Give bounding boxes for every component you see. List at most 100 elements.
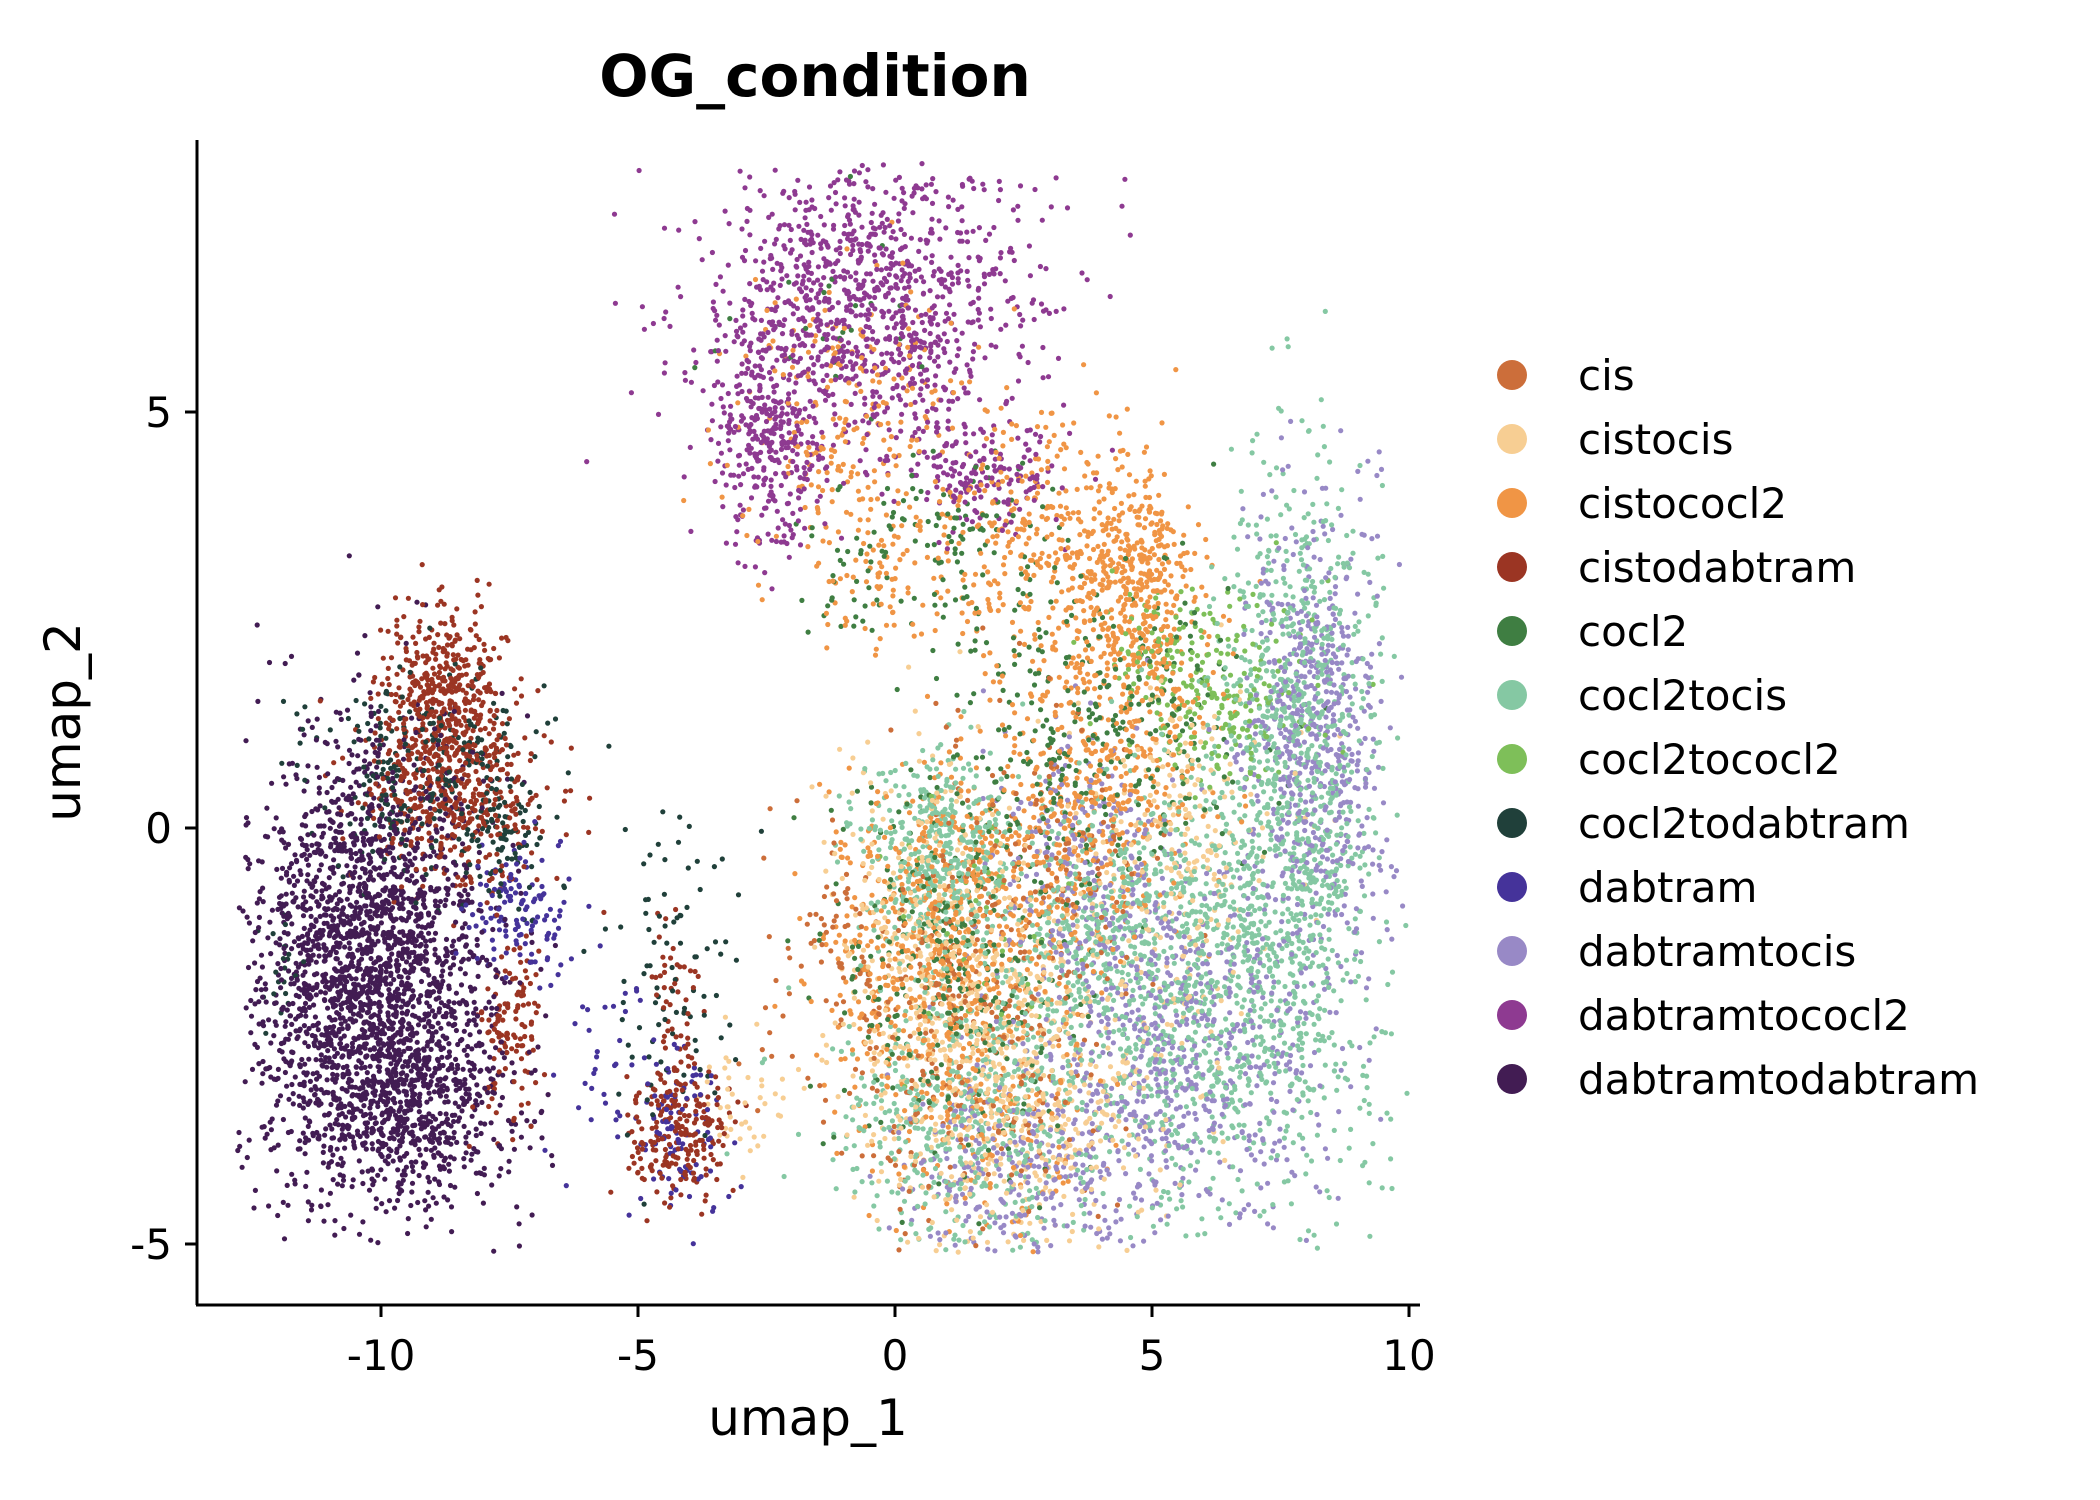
point-cistococl2 [1104,672,1110,679]
point-cocl2todabtram [512,850,518,857]
point-cistocis [823,1042,830,1048]
point-cocl2todabtram [686,823,692,830]
point-dabtramtocis [1288,790,1295,796]
point-cistodabtram [395,640,401,646]
point-cistocis [869,1068,876,1074]
point-dabtram [610,1003,617,1009]
point-cistococl2 [1082,647,1089,653]
point-cistodabtram [624,1074,630,1080]
point-cistococl2 [865,484,871,490]
point-dabtramtodabtram [398,974,404,980]
point-cocl2 [900,498,907,504]
point-dabtramtodabtram [401,896,407,902]
point-dabtramtococl2 [798,236,804,242]
point-cocl2tocis [1333,841,1339,847]
point-dabtramtocis [1335,1195,1341,1201]
point-cocl2tocis [1168,1121,1174,1127]
point-dabtramtocis [1257,1120,1263,1126]
point-cocl2todabtram [263,1030,269,1036]
point-cistocis [1096,1244,1102,1250]
point-cistococl2 [1147,594,1153,600]
point-cistodabtram [457,882,463,888]
point-cocl2 [967,700,974,706]
point-cocl2todabtram [536,803,542,810]
point-cis [933,700,939,707]
point-cistocis [824,1059,830,1066]
point-cocl2tocis [1389,969,1396,975]
point-cistococl2 [1112,765,1119,771]
point-cocl2tocis [1300,1062,1306,1069]
point-cistococl2 [1030,1249,1036,1255]
point-dabtramtocis [1052,1222,1058,1228]
point-dabtramtodabtram [284,1182,290,1188]
point-cistodabtram [631,1160,637,1166]
point-cocl2todabtram [602,926,609,932]
point-cis [1036,954,1042,960]
point-dabtramtocis [1389,936,1395,942]
point-dabtramtodabtram [441,1194,447,1200]
point-dabtramtococl2 [814,498,820,504]
point-cocl2 [1020,460,1026,466]
point-cocl2 [1004,1056,1010,1062]
point-cistococl2 [826,289,832,295]
point-cis [985,899,991,905]
point-dabtramtocis [1137,1123,1143,1130]
point-dabtram [508,886,514,892]
point-cistococl2 [835,956,841,962]
point-cistococl2 [1088,658,1094,665]
point-dabtramtococl2 [738,482,744,488]
point-dabtramtocis [1371,748,1377,754]
point-cistocis [899,841,905,847]
point-cistococl2 [838,1056,844,1062]
point-cocl2tocis [845,1040,851,1046]
point-dabtramtococl2 [779,276,785,282]
point-cistococl2 [1118,773,1124,780]
point-cistococl2 [906,1128,913,1135]
point-cistocis [1074,923,1080,930]
point-dabtramtodabtram [327,825,333,831]
point-dabtram [491,956,497,962]
point-dabtramtocis [1277,1126,1283,1132]
point-cistodabtram [485,986,491,992]
point-dabtramtodabtram [452,1070,458,1076]
point-cocl2tococl2 [1216,710,1222,716]
point-dabtramtococl2 [978,494,984,500]
point-dabtramtocis [1241,631,1247,638]
point-dabtramtococl2 [723,540,730,546]
point-dabtramtodabtram [313,917,319,923]
point-cocl2tocis [1259,1076,1265,1082]
point-cocl2tocis [1324,970,1330,976]
point-dabtramtococl2 [831,180,837,186]
point-cocl2tocis [1243,1017,1249,1024]
point-cistococl2 [1063,488,1069,494]
point-cistodabtram [375,691,381,697]
point-cistocis [1238,1011,1244,1017]
point-dabtramtodabtram [310,938,316,944]
point-cocl2 [1230,779,1236,785]
point-dabtramtococl2 [768,376,774,382]
point-cocl2 [1072,782,1078,789]
point-cistococl2 [885,420,891,426]
point-cistocis [905,1239,911,1245]
point-cistodabtram [525,1001,532,1007]
point-cistocis [1211,876,1217,882]
point-cocl2tocis [1367,1233,1373,1239]
point-cocl2tocis [1240,959,1246,965]
point-dabtramtococl2 [1020,317,1026,323]
point-cistococl2 [997,595,1003,601]
point-dabtramtodabtram [302,1115,308,1121]
point-cistocis [1105,1045,1111,1051]
point-cistocis [978,1118,984,1124]
point-dabtramtocis [1309,770,1315,776]
point-dabtramtococl2 [749,465,755,471]
point-cistocis [865,739,871,745]
point-dabtramtocis [1237,1168,1244,1174]
point-cistococl2 [1028,598,1034,605]
point-cistocis [1087,1115,1093,1121]
point-dabtramtocis [1348,979,1354,985]
point-cistococl2 [847,860,853,866]
point-dabtramtocis [1141,1144,1147,1150]
point-cocl2tocis [1208,755,1215,762]
point-cistococl2 [1068,757,1074,763]
point-cocl2tocis [1178,1198,1184,1204]
